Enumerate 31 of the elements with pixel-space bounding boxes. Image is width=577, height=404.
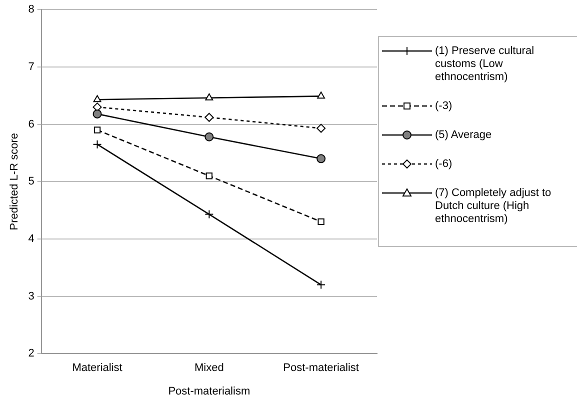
point	[316, 124, 326, 133]
point	[204, 112, 214, 122]
x-tick-label: Post-materialist	[283, 362, 359, 374]
point	[204, 132, 214, 142]
y-tick-label: 6	[28, 118, 34, 130]
point	[316, 154, 326, 164]
point	[205, 93, 214, 100]
point	[94, 126, 101, 134]
y-tick-label: 8	[28, 4, 34, 16]
point	[92, 109, 102, 118]
y-tick-label: 4	[28, 232, 34, 245]
point	[204, 210, 214, 219]
y-tick-label: 2	[28, 348, 34, 360]
legend-label: (1) Preserve cultural customs (Low ethnocentrism)	[435, 45, 536, 84]
legend-label: (-6)	[435, 158, 452, 171]
y-tick-label: 7	[28, 60, 34, 73]
y-tick-label: 3	[28, 290, 34, 302]
x-axis-title: Post-materialism	[168, 385, 250, 398]
y-axis-title: Predicted L-R score	[8, 132, 21, 230]
legend-label: (-3)	[435, 100, 452, 113]
legend-label: (7) Completely adjust to Dutch culture (High ethnocentrism)	[435, 187, 552, 226]
point	[206, 172, 212, 180]
point	[92, 140, 102, 149]
x-tick-label: Materialist	[72, 362, 122, 374]
point	[316, 280, 326, 290]
point	[317, 92, 326, 99]
legend-label: (5) Average	[435, 129, 492, 142]
y-tick-label: 5	[28, 176, 34, 188]
point	[318, 218, 324, 226]
x-tick-label: Mixed	[194, 362, 224, 374]
point	[93, 95, 102, 102]
